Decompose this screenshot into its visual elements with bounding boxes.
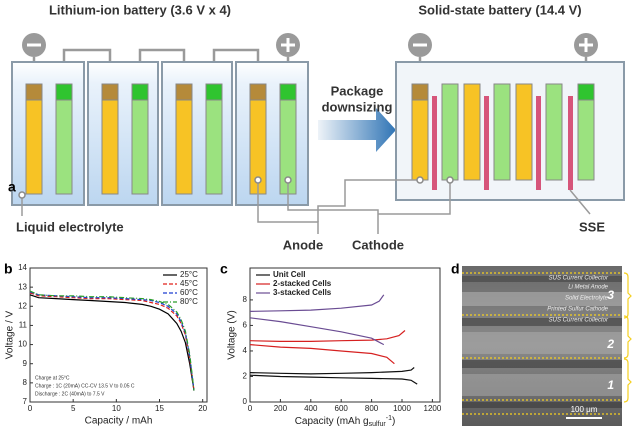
leader-dots (18, 176, 454, 199)
panel-label: d (451, 261, 460, 277)
series-line (29, 292, 195, 391)
legend-label: 25°C (180, 270, 198, 279)
scale-label: 100 μm (571, 405, 598, 414)
layer-label: SUS Current Collector (549, 276, 609, 282)
leader-lines (21, 179, 591, 234)
series-line (29, 290, 195, 391)
solid-state-electrodes (411, 83, 595, 190)
layer-label: Printed Sulfur Cathode (547, 307, 608, 313)
x-axis-label: Capacity (mAh gsulfur-1) (295, 415, 396, 428)
sse-label: SSE (579, 219, 605, 234)
legend-label: 45°C (180, 279, 198, 288)
annotation: Discharge : 2C (40mA) to 7.5 V (35, 391, 105, 397)
x-tick-label: 0 (28, 404, 33, 413)
arrow-text: downsizing (322, 99, 393, 114)
series-line (249, 367, 418, 385)
plot-frame (29, 267, 208, 403)
x-tick-label: 15 (155, 404, 164, 413)
x-tick-label: 1000 (393, 404, 411, 413)
y-tick-label: 4 (243, 346, 248, 355)
series-line (249, 294, 385, 346)
x-axis-label-part: ) (392, 416, 395, 427)
legend-label: 2-stacked Cells (273, 279, 332, 288)
sem-layers (462, 276, 622, 408)
y-tick-label: 11 (19, 321, 28, 330)
panel-label: a (8, 179, 16, 195)
li-ion-electrodes (25, 83, 297, 195)
y-tick-label: 9 (23, 359, 28, 368)
legend-label: 80°C (180, 297, 198, 306)
unit-number: 3 (607, 288, 614, 302)
cathode-label: Cathode (352, 237, 404, 252)
panel-label: c (220, 261, 228, 277)
x-axis-label-part: -1 (386, 415, 392, 422)
braces (623, 272, 632, 403)
plot-frame (249, 267, 441, 403)
x-tick-label: 600 (335, 404, 349, 413)
x-tick-label: 0 (248, 404, 253, 413)
x-tick-label: 10 (112, 404, 121, 413)
x-tick-label: 800 (365, 404, 379, 413)
title-left: Lithium-ion battery (3.6 V x 4) (49, 2, 231, 17)
y-tick-label: 0 (243, 397, 248, 406)
x-tick-label: 200 (274, 404, 288, 413)
series-line (29, 291, 195, 391)
y-axis-label: Voltage / V (5, 310, 16, 359)
annotation: Charge at 25°C (35, 375, 70, 381)
anode-label: Anode (283, 237, 323, 252)
x-tick-label: 400 (304, 404, 318, 413)
annotation: Charge : 1C (20mA) CC-CV 13.5 V to 0.05 … (35, 383, 135, 389)
layer-label: SUS Current Collector (549, 318, 609, 324)
legend-label: 60°C (180, 288, 198, 297)
y-tick-label: 12 (18, 301, 27, 310)
y-tick-label: 10 (18, 340, 27, 349)
unit-number: 2 (606, 337, 614, 351)
y-tick-label: 2 (243, 372, 248, 381)
x-tick-label: 1200 (424, 404, 442, 413)
x-axis-label-part: Capacity (mAh g (295, 416, 369, 427)
title-right: Solid-state battery (14.4 V) (418, 2, 581, 17)
unit-number: 1 (607, 378, 614, 392)
y-tick-label: 14 (18, 263, 27, 272)
panel-a: Lithium-ion battery (3.6 V x 4) Solid-st… (8, 2, 625, 252)
layer-label: Solid Electrolyte (565, 296, 609, 302)
y-tick-label: 13 (18, 282, 27, 291)
series-line (249, 330, 406, 365)
y-axis-label: Voltage (V) (227, 310, 238, 359)
liquid-label: Liquid electrolyte (16, 219, 124, 234)
layer-lines (462, 272, 622, 415)
x-axis-label: Capacity / mAh (85, 416, 153, 427)
x-tick-label: 5 (71, 404, 76, 413)
y-tick-label: 8 (23, 378, 28, 387)
x-axis-label-part: sulfur (369, 421, 387, 428)
layer-label: Li Metal Anode (568, 285, 608, 291)
legend-label: Unit Cell (273, 270, 305, 279)
y-tick-label: 7 (23, 397, 28, 406)
arrow-text: Package (331, 83, 384, 98)
series-line (29, 294, 195, 391)
y-tick-label: 8 (243, 295, 248, 304)
terminals (22, 33, 598, 57)
arrow (318, 108, 396, 152)
legend-label: 3-stacked Cells (273, 288, 332, 297)
y-tick-label: 6 (243, 321, 248, 330)
panel-label: b (4, 261, 13, 277)
x-tick-label: 20 (198, 404, 207, 413)
panel-d: SUS Current Collector Li Metal Anode Sol… (451, 261, 632, 426)
